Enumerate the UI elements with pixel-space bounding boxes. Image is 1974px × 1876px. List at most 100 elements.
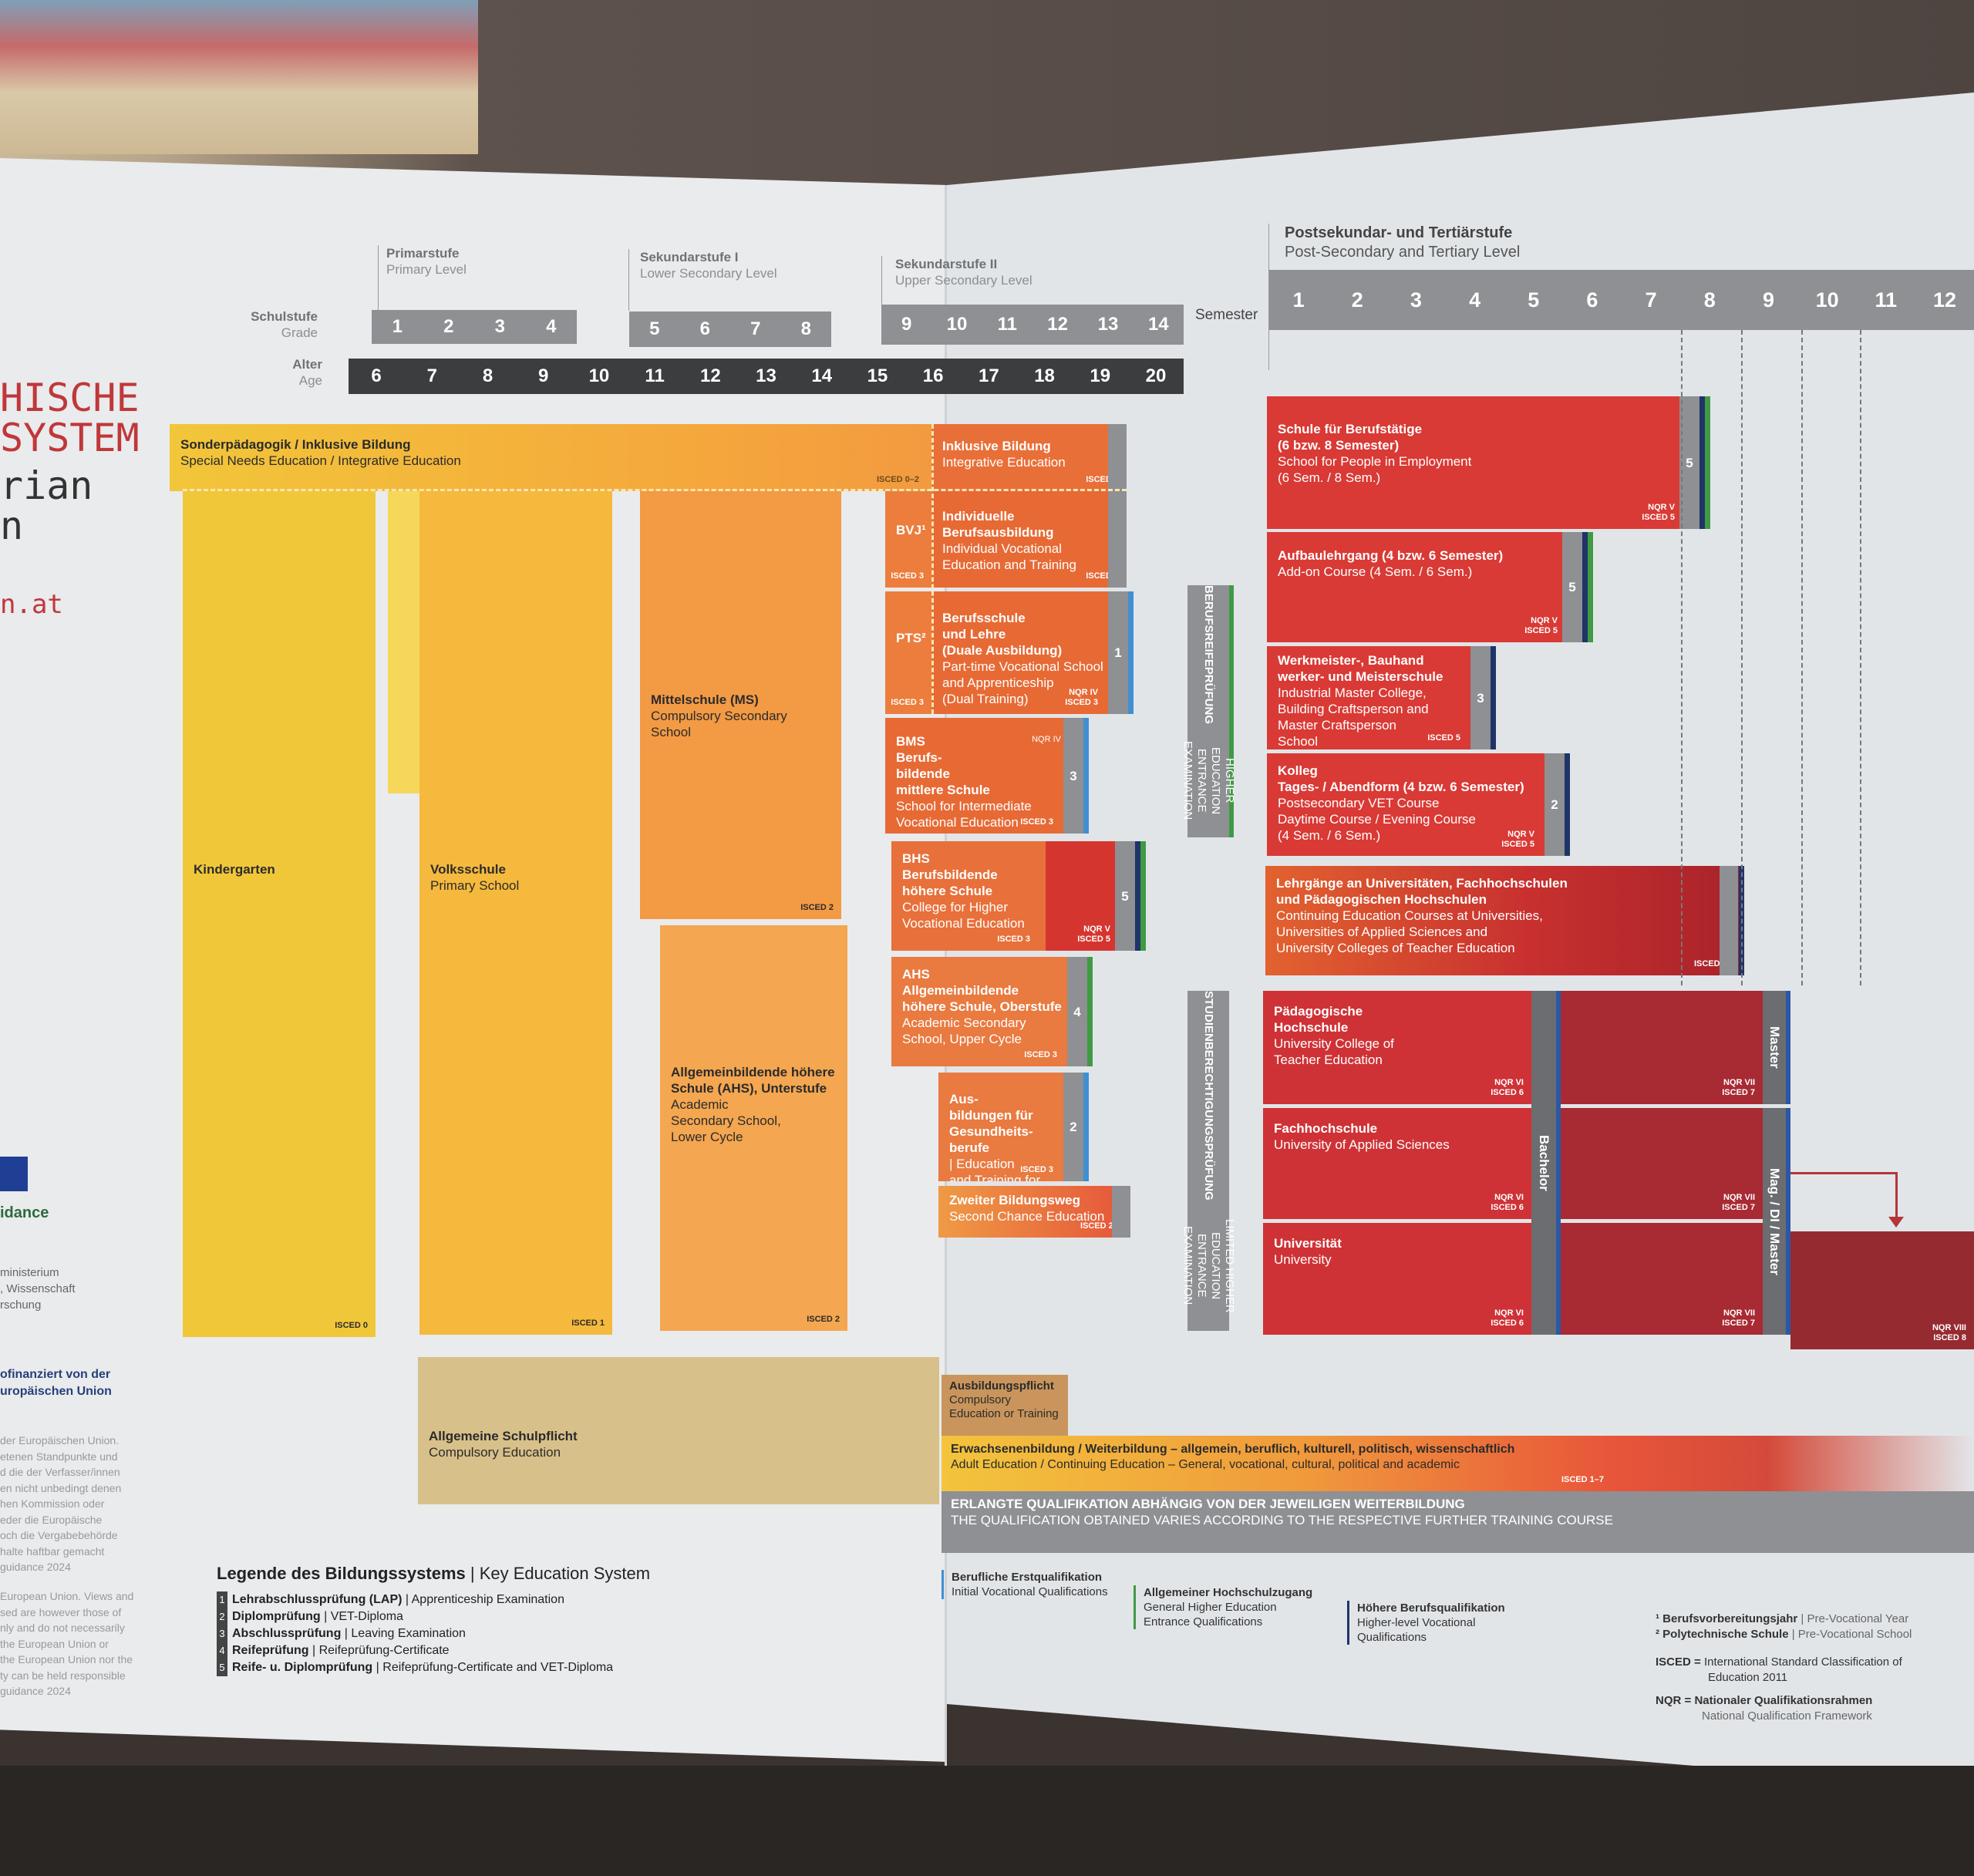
scale-tick: 12 bbox=[1047, 314, 1068, 335]
isced-text: Education 2011 bbox=[1708, 1671, 1788, 1684]
program-paed[interactable]: Pädagogische Hochschule University College… bbox=[1263, 991, 1531, 1104]
program-doc[interactable]: NQR VIII ISCED 8 bbox=[1790, 1231, 1974, 1349]
program-text: Werkmeister-, Bauhand werker- und Meister… bbox=[1278, 652, 1485, 749]
program-zweiter[interactable]: Zweiter Bildungsweg Second Chance Educati… bbox=[938, 1186, 1130, 1238]
program-fhm[interactable]: NQR VII ISCED 7 bbox=[1561, 1108, 1763, 1219]
program-uni[interactable]: Universität University NQR VI ISCED 6 bbox=[1263, 1223, 1531, 1335]
program-subtitle: School, Upper Cycle bbox=[902, 1032, 1022, 1046]
disclaimer-line: guidance 2024 bbox=[0, 1685, 71, 1697]
program-text: Pädagogische Hochschule University College… bbox=[1274, 1003, 1521, 1068]
program-subtitle: College for Higher bbox=[902, 900, 1009, 914]
legend-item: 5 Reife- u. Diplomprüfung | Reifeprüfung-… bbox=[217, 1659, 650, 1676]
program-bhs[interactable]: BHS Berufsbildende höhere Schule College fo… bbox=[891, 841, 1146, 951]
scale-tick: 3 bbox=[494, 316, 505, 337]
legend-de: Diplomprüfung bbox=[232, 1610, 321, 1623]
scale-tick: 4 bbox=[546, 316, 557, 337]
isced-tag: ISCED 3 bbox=[891, 698, 924, 708]
isced-tag: NQR V ISCED 5 bbox=[1642, 503, 1675, 523]
disclaimer-line: eder die Europäische bbox=[0, 1513, 103, 1526]
program-pts[interactable]: PTS² ISCED 3 bbox=[885, 591, 931, 714]
program-title: und Pädagogischen Hochschulen bbox=[1276, 892, 1487, 907]
program-title: Gesundheits- bbox=[949, 1124, 1033, 1139]
website-text: n.at bbox=[0, 589, 63, 620]
bachelor-label: Bachelor bbox=[1531, 991, 1561, 1335]
tag-line: NQR VI bbox=[1494, 1193, 1524, 1202]
isced-tag: ISCED 1–7 bbox=[1561, 1475, 1604, 1484]
disclaimer-line: etenen Standpunkte und bbox=[0, 1450, 118, 1463]
level-de: Sekundarstufe II bbox=[895, 257, 998, 271]
program-dual[interactable]: Berufsschule und Lehre (Duale Ausbildung) P… bbox=[931, 591, 1134, 714]
scale-tick: 11 bbox=[1875, 288, 1898, 312]
program-subtitle: University Colleges of Teacher Education bbox=[1276, 941, 1515, 955]
program-title: Schule für Berufstätige bbox=[1278, 422, 1423, 436]
berufsreifepruefung-bar: BERUFSREIFEPRÜFUNG HIGHER EDUCATION ENTRA… bbox=[1181, 585, 1236, 837]
program-subtitle: Second Chance Education bbox=[949, 1209, 1105, 1224]
scale-tick: 8 bbox=[482, 365, 494, 386]
program-bms[interactable]: BMS Berufs-bildende mittlere Schule School … bbox=[885, 718, 1089, 834]
disclaimer-german: der Europäischen Union. etenen Standpunkt… bbox=[0, 1433, 121, 1575]
isced-abbr: ISCED = bbox=[1656, 1655, 1701, 1669]
program-ms[interactable]: Mittelschule (MS) Compulsory Secondary Sch… bbox=[640, 491, 841, 919]
program-unim[interactable]: NQR VII ISCED 7 bbox=[1561, 1223, 1763, 1335]
disclaimer-line: nly and do not necessarily bbox=[0, 1622, 125, 1634]
qualification-key: Berufliche Erstqualifikation Initial Voca… bbox=[942, 1570, 1108, 1599]
program-text: BMS Berufs-bildende mittlere Schule School … bbox=[896, 733, 1078, 830]
legend-number: 4 bbox=[217, 1642, 227, 1659]
qualification-badge: 3 bbox=[1470, 646, 1491, 749]
program-subtitle: Lower Cycle bbox=[671, 1130, 743, 1144]
program-title: und Lehre bbox=[942, 627, 1006, 642]
tag-line: ISCED 0 bbox=[335, 1321, 368, 1330]
program-kinder[interactable]: Kindergarten ISCED 0 bbox=[183, 491, 376, 1337]
qualification-stripe-initial_vocational bbox=[1083, 718, 1089, 834]
qualification-stripe-general_higher_education bbox=[1705, 396, 1710, 529]
program-title: AHS bbox=[902, 967, 930, 982]
scale-tick: 5 bbox=[649, 318, 660, 339]
scale-tick: 6 bbox=[371, 365, 382, 386]
scale-tick: 15 bbox=[867, 365, 888, 386]
program-ahso[interactable]: AHS Allgemeinbildende höhere Schule, Obers… bbox=[891, 957, 1093, 1066]
grade-bar-lower-secondary: 5 6 7 8 bbox=[629, 312, 831, 347]
program-indiv[interactable]: Individuelle Berufsausbildung Individual V… bbox=[931, 491, 1127, 588]
program-title: Universität bbox=[1274, 1236, 1342, 1251]
program-fh[interactable]: Fachhochschule University of Applied Scie… bbox=[1263, 1108, 1531, 1219]
program-gesund[interactable]: Aus-bildungen für Gesundheits-berufe | Edu… bbox=[938, 1073, 1089, 1181]
program-subtitle: and Apprenticeship bbox=[942, 675, 1054, 690]
key-en: General Higher Education bbox=[1144, 1601, 1277, 1614]
program-text: Volksschule Primary School bbox=[430, 861, 601, 894]
program-text: Sonderpädagogik / Inklusive Bildung Speci… bbox=[180, 436, 921, 469]
scale-tick: 6 bbox=[1586, 288, 1598, 312]
bookshelf-background bbox=[0, 0, 478, 154]
program-title: Allgemeinbildende bbox=[902, 983, 1019, 998]
dark-lap-background bbox=[0, 1766, 1974, 1876]
legend-item: 3 Abschlussprüfung | Leaving Examination bbox=[217, 1625, 650, 1642]
special-needs-divider bbox=[183, 489, 1127, 491]
program-lehrg[interactable]: Lehrgänge an Universitäten, Fachhochschu… bbox=[1265, 866, 1744, 975]
tag-line: NQR V bbox=[1648, 503, 1675, 512]
isced-tag: NQR VI ISCED 6 bbox=[1491, 1193, 1524, 1213]
program-sfb[interactable]: Schule für Berufstätige (6 bzw. 8 Semeste… bbox=[1267, 396, 1710, 529]
program-subtitle: Master Craftsperson bbox=[1278, 718, 1396, 733]
tag-line: ISCED 2 bbox=[800, 903, 834, 912]
scale-tick: 7 bbox=[1645, 288, 1657, 312]
tag-line: ISCED 3 bbox=[1024, 1050, 1057, 1059]
program-sonder[interactable]: Sonderpädagogik / Inklusive Bildung Speci… bbox=[170, 424, 931, 491]
program-aufbau[interactable]: Aufbaulehrgang (4 bzw. 6 Semester) Add-on… bbox=[1267, 532, 1593, 642]
disclaimer-english: European Union. Views and sed are however… bbox=[0, 1588, 133, 1699]
tag-line: ISCED 3 bbox=[1065, 698, 1098, 707]
program-title: Hochschule bbox=[1274, 1020, 1349, 1035]
program-title: (Duale Ausbildung) bbox=[942, 643, 1063, 658]
legend-number: 5 bbox=[217, 1659, 227, 1676]
program-inklusiv[interactable]: Inklusive Bildung Integrative Education IS… bbox=[931, 424, 1127, 491]
program-volks[interactable]: Volksschule Primary School ISCED 1 bbox=[419, 491, 612, 1335]
semester-bar: 1 2 3 4 5 6 7 8 9 10 11 12 bbox=[1269, 270, 1974, 330]
legend-number: 2 bbox=[217, 1608, 227, 1625]
program-ahsu[interactable]: Allgemeinbildende höhere Schule (AHS), Un… bbox=[660, 925, 847, 1331]
program-kolleg[interactable]: Kolleg Tages- / Abendform (4 bzw. 6 Semes… bbox=[1267, 753, 1570, 856]
program-werk[interactable]: Werkmeister-, Bauhand werker- und Meister… bbox=[1267, 646, 1496, 749]
program-paedm[interactable]: NQR VII ISCED 7 bbox=[1561, 991, 1763, 1104]
program-text: Fachhochschule University of Applied Scie… bbox=[1274, 1120, 1521, 1153]
scale-tick: 10 bbox=[946, 314, 968, 335]
qualification-badge: 5 bbox=[1679, 396, 1699, 529]
footnote-en: | Pre-Vocational Year bbox=[1801, 1612, 1909, 1625]
program-bvj[interactable]: BVJ¹ ISCED 3 bbox=[885, 491, 931, 588]
